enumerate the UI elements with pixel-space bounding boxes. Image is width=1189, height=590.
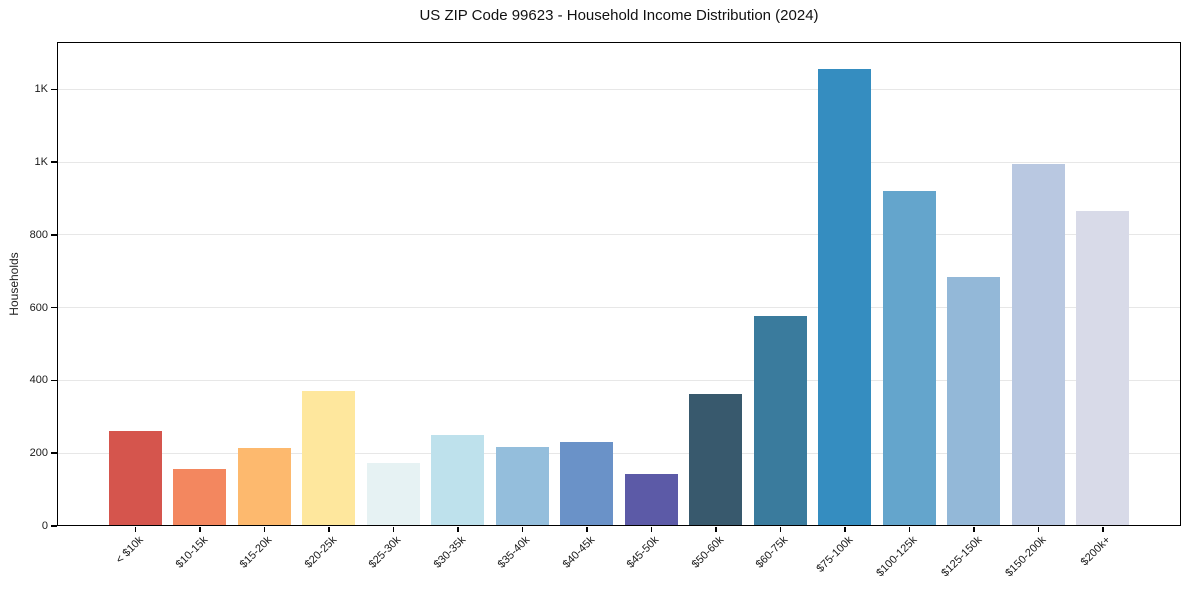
- bar-< $10k: [108, 430, 162, 526]
- x-tick-mark: [134, 527, 136, 532]
- y-tick-mark: [51, 306, 57, 309]
- gridline: [57, 88, 1181, 90]
- bar-$35-40k: [495, 446, 549, 526]
- bar-$40-45k: [560, 442, 614, 526]
- y-tick-mark: [51, 452, 57, 454]
- bar-$45-50k: [624, 473, 678, 526]
- x-tick-mark: [779, 527, 781, 532]
- x-tick-label: $200k+: [1079, 534, 1114, 569]
- bar-$10-15k: [173, 468, 227, 526]
- y-tick-mark: [51, 88, 57, 91]
- gridline: [57, 379, 1181, 381]
- gridline: [57, 234, 1181, 236]
- x-tick-mark: [844, 527, 846, 532]
- x-tick-label: $125-150k: [938, 534, 985, 580]
- y-tick-label: 400: [29, 374, 48, 387]
- bar-$125-150k: [947, 277, 1001, 526]
- x-tick-mark: [521, 527, 523, 532]
- y-axis-label: Households: [7, 252, 21, 316]
- bar-$60-75k: [753, 316, 807, 526]
- bar-$50-60k: [689, 393, 743, 526]
- x-tick-mark: [457, 527, 459, 532]
- x-tick-mark: [392, 527, 394, 532]
- x-tick-label: $75-100k: [814, 534, 856, 575]
- bar-$20-25k: [302, 391, 356, 526]
- x-tick-mark: [328, 527, 330, 532]
- x-tick-label: $45-50k: [625, 534, 662, 571]
- x-tick-mark: [973, 527, 975, 532]
- x-tick-label: $10-15k: [173, 534, 211, 571]
- gridline: [57, 161, 1181, 163]
- bar-$25-30k: [366, 463, 420, 526]
- x-tick-mark: [1102, 527, 1104, 532]
- x-tick-mark: [1037, 527, 1039, 532]
- x-tick-label: $35-40k: [496, 534, 533, 571]
- gridline: [57, 307, 1181, 309]
- x-tick-label: < $10k: [113, 534, 146, 567]
- x-tick-label: $25-30k: [367, 534, 404, 571]
- bar-$75-100k: [818, 68, 872, 526]
- y-tick-label: 600: [29, 301, 48, 314]
- bar-$150-200k: [1011, 164, 1065, 526]
- x-tick-label: $20-25k: [302, 534, 340, 571]
- x-tick-mark: [908, 527, 910, 532]
- x-tick-label: $15-20k: [238, 534, 275, 571]
- y-tick-mark: [51, 234, 57, 236]
- gridline: [57, 452, 1181, 454]
- y-tick-mark: [51, 525, 57, 527]
- x-tick-label: $40-45k: [560, 534, 598, 571]
- x-tick-mark: [263, 527, 265, 532]
- x-tick-label: $150-200k: [1003, 534, 1049, 580]
- y-tick-mark: [51, 161, 57, 163]
- y-tick-label: 1K: [34, 156, 48, 169]
- y-tick-mark: [51, 379, 57, 382]
- y-tick-label: 0: [41, 520, 48, 532]
- chart-title: US ZIP Code 99623 - Household Income Dis…: [419, 7, 819, 24]
- bar-$100-125k: [882, 191, 936, 526]
- x-tick-label: $50-60k: [689, 534, 727, 571]
- bar-$30-35k: [431, 435, 485, 526]
- x-tick-label: $100-125k: [874, 534, 920, 580]
- y-tick-label: 200: [29, 447, 48, 460]
- y-tick-label: 800: [29, 228, 48, 241]
- x-tick-mark: [715, 527, 717, 532]
- x-tick-label: $30-35k: [431, 534, 469, 571]
- y-tick-label: 1K: [34, 83, 48, 96]
- x-tick-mark: [199, 527, 201, 532]
- x-tick-label: $60-75k: [754, 534, 791, 571]
- bar-$15-20k: [237, 447, 291, 526]
- plot-area: [57, 42, 1181, 526]
- x-tick-mark: [650, 527, 652, 532]
- x-tick-mark: [586, 527, 588, 532]
- bar-$200k+: [1076, 211, 1130, 526]
